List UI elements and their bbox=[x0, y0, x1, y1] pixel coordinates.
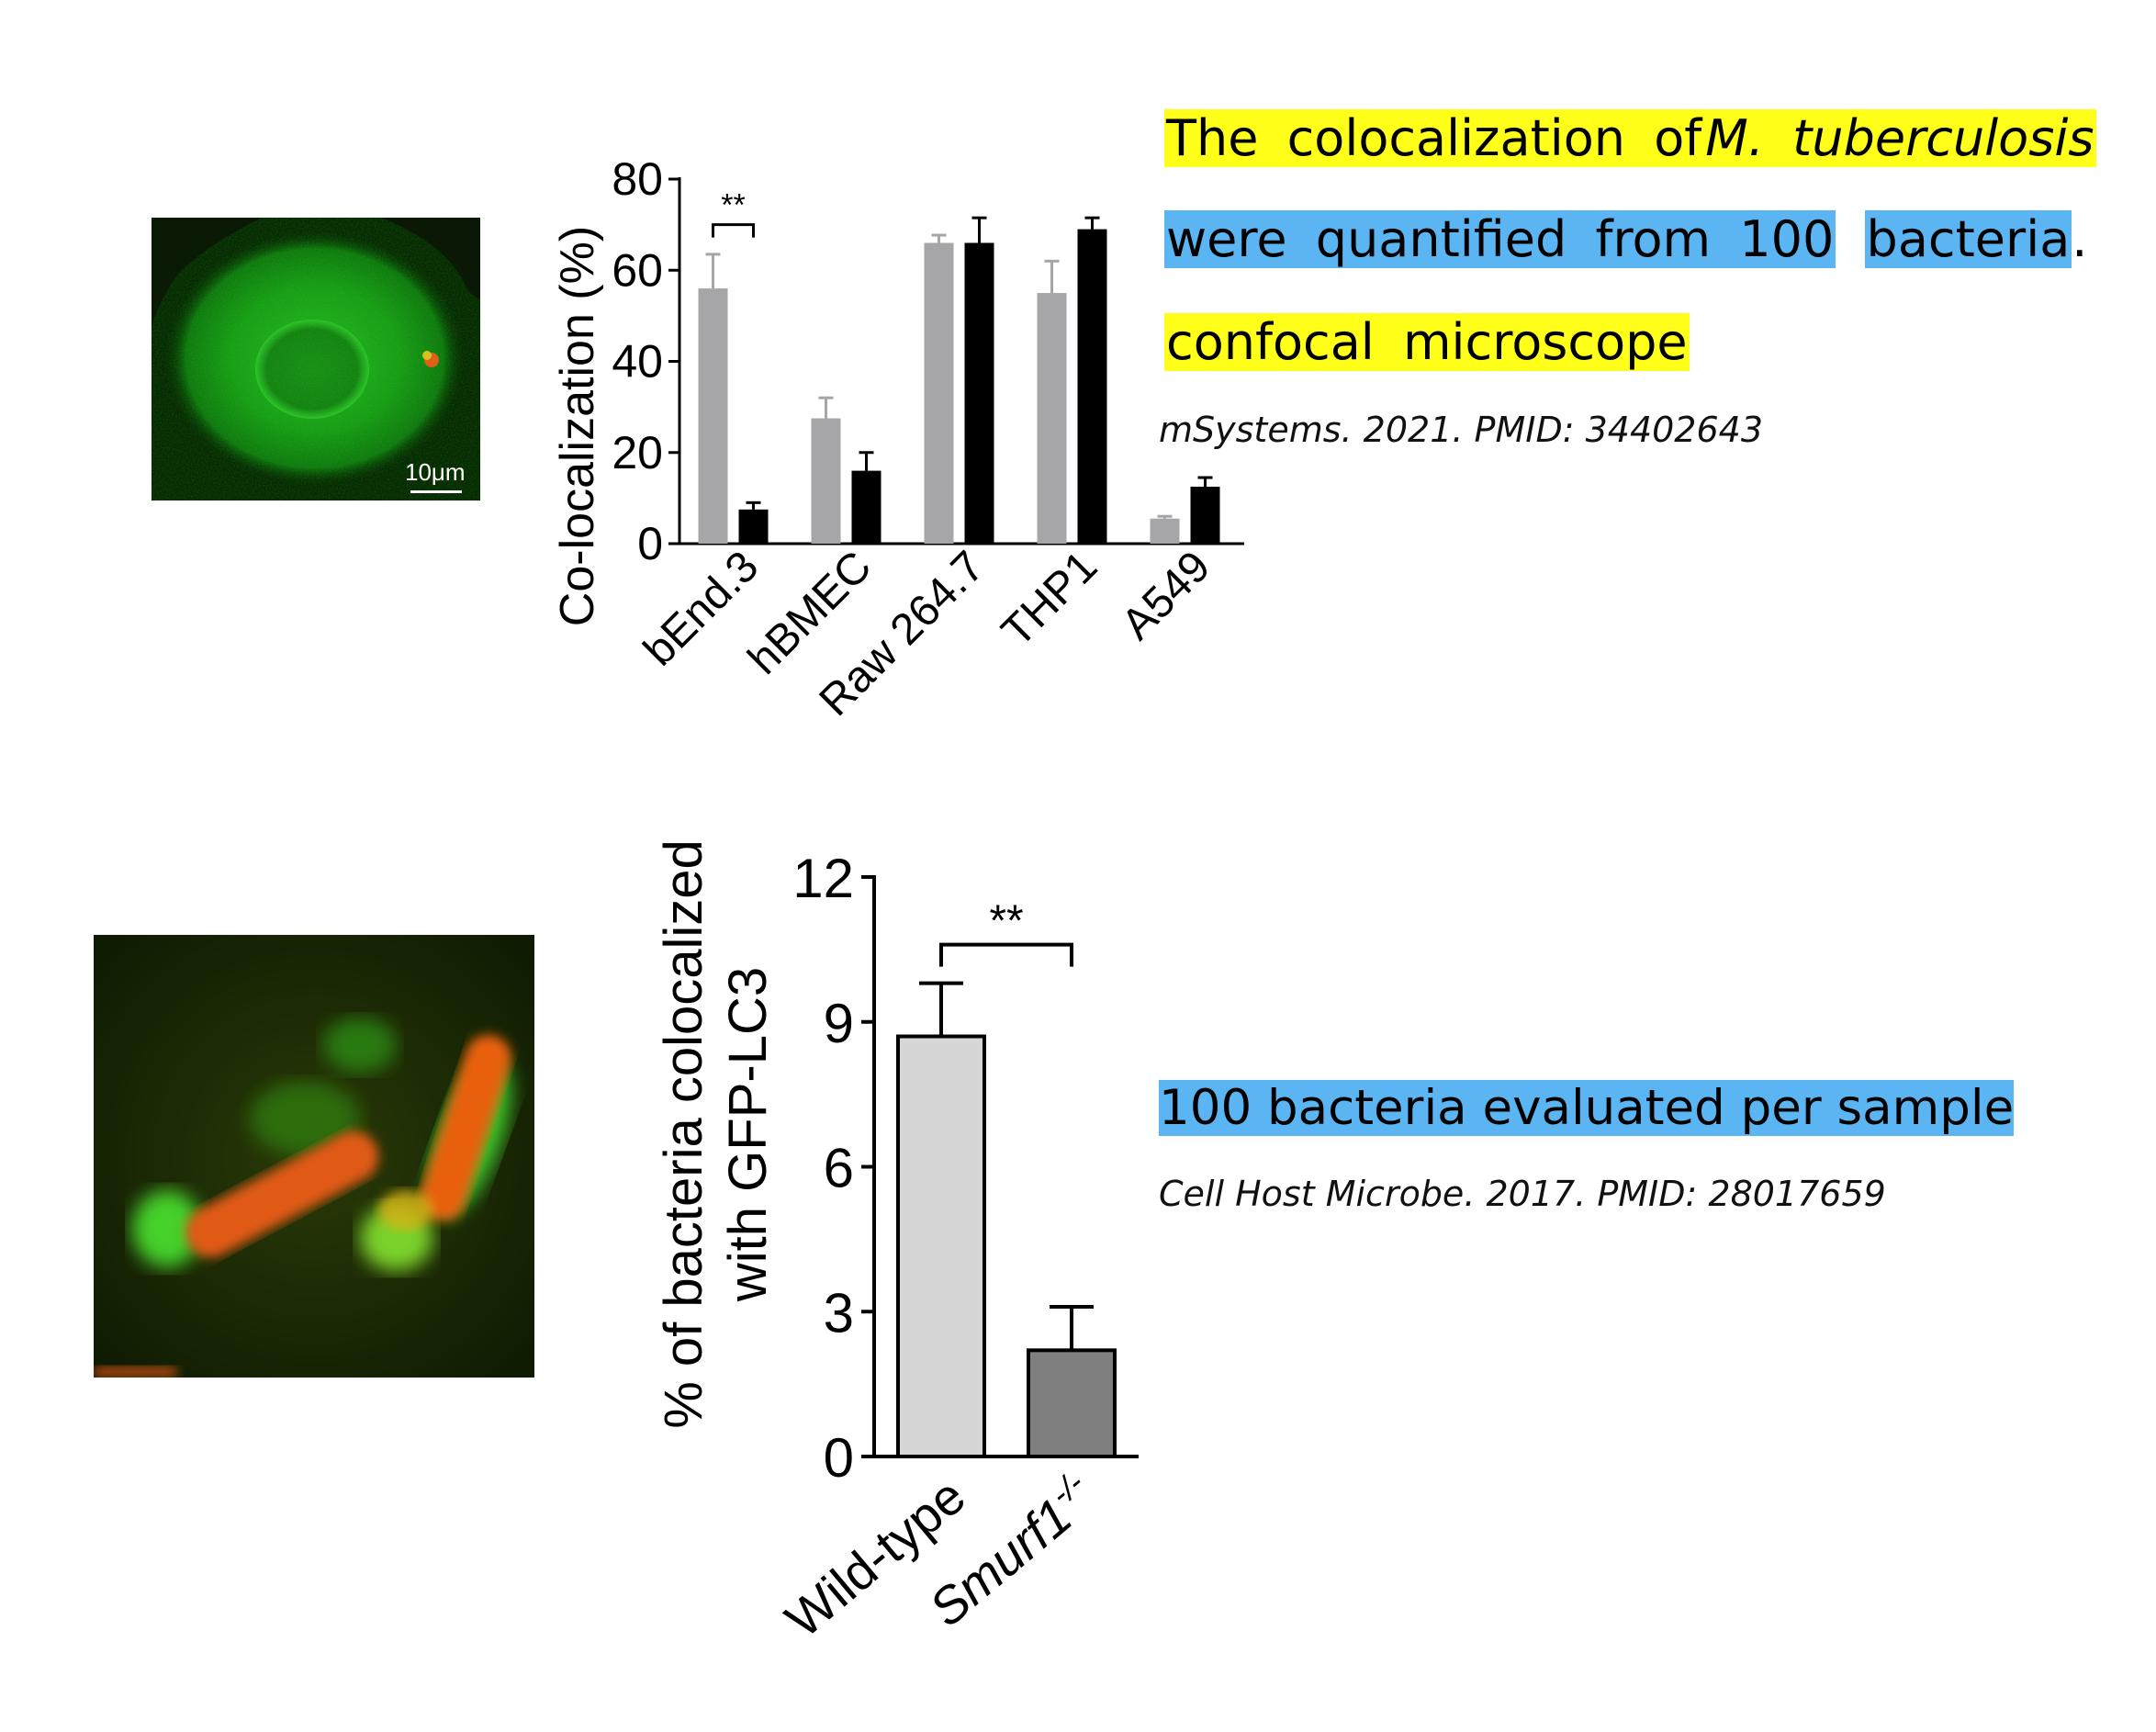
cell-fluorescence-image bbox=[152, 218, 480, 500]
bar bbox=[738, 509, 769, 544]
bar bbox=[1077, 229, 1107, 544]
top-text-line-1: The colocalization ofM. tuberculosis bbox=[1164, 109, 2096, 167]
y-tick-label: 12 bbox=[792, 848, 854, 909]
top-text-line-2: were quantified from 100 bacteria. bbox=[1164, 210, 2087, 268]
gfp-lc3-bar-chart: % of bacteria colocalized with GFP-LC3 0… bbox=[654, 839, 1139, 1648]
bacteria-fluorescence-image bbox=[94, 935, 534, 1378]
bars bbox=[896, 981, 1117, 1458]
significance-line bbox=[939, 942, 1073, 967]
scale-bar-label: 10μm bbox=[405, 458, 466, 486]
bar bbox=[1037, 293, 1067, 544]
scale-bar bbox=[410, 490, 462, 493]
y-axis-label: Co-localization (%) bbox=[551, 226, 604, 626]
y-tick-label: 6 bbox=[824, 1138, 854, 1199]
bar bbox=[698, 288, 728, 544]
microscopy-image-top: 10μm bbox=[152, 218, 480, 500]
y-tick-label: 20 bbox=[612, 427, 663, 478]
significance-bracket: ** bbox=[712, 188, 755, 238]
y-axis-ticks: 0 3 6 9 12 bbox=[792, 848, 874, 1489]
bar bbox=[1190, 486, 1220, 544]
bar bbox=[1027, 1348, 1117, 1458]
y-tick-label: 40 bbox=[612, 336, 663, 388]
bar bbox=[964, 242, 994, 544]
bottom-text-line-1: 100 bacteria evaluated per sample bbox=[1159, 1080, 2015, 1136]
microscopy-image-bottom bbox=[94, 935, 534, 1378]
y-tick-label: 80 bbox=[612, 153, 663, 205]
line2-period: . bbox=[2072, 210, 2088, 268]
significance-label: ** bbox=[989, 897, 1023, 946]
line1-species: M. tuberculosis bbox=[1703, 109, 2096, 167]
bar bbox=[896, 1034, 986, 1458]
y-tick-label: 3 bbox=[824, 1282, 854, 1344]
bars bbox=[698, 216, 1220, 544]
significance-bracket: ** bbox=[939, 897, 1073, 967]
x-tick-superscript: -/- bbox=[1043, 1464, 1091, 1513]
bar bbox=[1150, 518, 1180, 544]
y-axis-label-line-1: % of bacteria colocalized bbox=[654, 839, 713, 1429]
axes bbox=[678, 177, 1244, 545]
citation-top: mSystems. 2021. PMID: 34402643 bbox=[1159, 410, 1764, 450]
y-tick-label: 0 bbox=[637, 518, 663, 569]
top-text-line-3: confocal microscope bbox=[1164, 313, 1690, 371]
significance-label: ** bbox=[721, 188, 745, 223]
line1-highlight: The colocalization of bbox=[1164, 109, 1704, 167]
y-axis-ticks: 0 20 40 60 80 bbox=[612, 153, 679, 569]
y-tick-label: 9 bbox=[824, 993, 854, 1054]
bar bbox=[924, 242, 954, 544]
y-tick-label: 60 bbox=[612, 244, 663, 296]
bar bbox=[811, 418, 841, 544]
x-tick-label: A549 bbox=[1113, 542, 1220, 649]
colocalization-bar-chart: Co-localization (%) 0 20 40 60 80 bEnd.3hBME… bbox=[551, 153, 1244, 725]
line2-highlight-a: were quantified from 100 bbox=[1164, 210, 1836, 268]
x-tick-label: THP1 bbox=[993, 542, 1106, 656]
line2-highlight-b: bacteria bbox=[1864, 210, 2072, 268]
line3-highlight: confocal microscope bbox=[1164, 313, 1690, 371]
bottom-highlight: 100 bacteria evaluated per sample bbox=[1159, 1080, 2015, 1136]
significance-line bbox=[712, 223, 755, 238]
y-tick-label: 0 bbox=[824, 1427, 854, 1489]
citation-bottom: Cell Host Microbe. 2017. PMID: 28017659 bbox=[1159, 1174, 1886, 1214]
bar bbox=[851, 470, 881, 544]
y-axis-label-line-2: with GFP-LC3 bbox=[718, 967, 778, 1302]
